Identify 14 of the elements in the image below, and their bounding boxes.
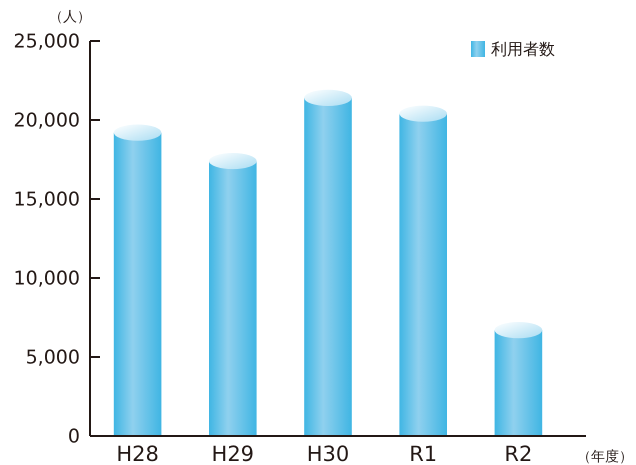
y-tick-label: 20,000	[14, 110, 80, 132]
x-tick-label: R2	[504, 442, 532, 465]
y-tick-label: 5,000	[26, 346, 80, 369]
x-tick-label: H29	[212, 442, 254, 465]
y-tick-label: 25,000	[14, 30, 80, 53]
y-axis-title: （人）	[49, 9, 91, 25]
y-tick-label: 0	[68, 426, 80, 448]
x-tick-label: R1	[409, 442, 438, 465]
y-tick-label: 15,000	[14, 188, 80, 211]
legend-label: 利用者数	[491, 40, 555, 59]
x-tick-label: H28	[116, 442, 159, 465]
x-axis-title: （年度）	[577, 449, 633, 465]
y-tick-label: 10,000	[14, 268, 80, 290]
x-tick-label: H30	[306, 442, 350, 465]
